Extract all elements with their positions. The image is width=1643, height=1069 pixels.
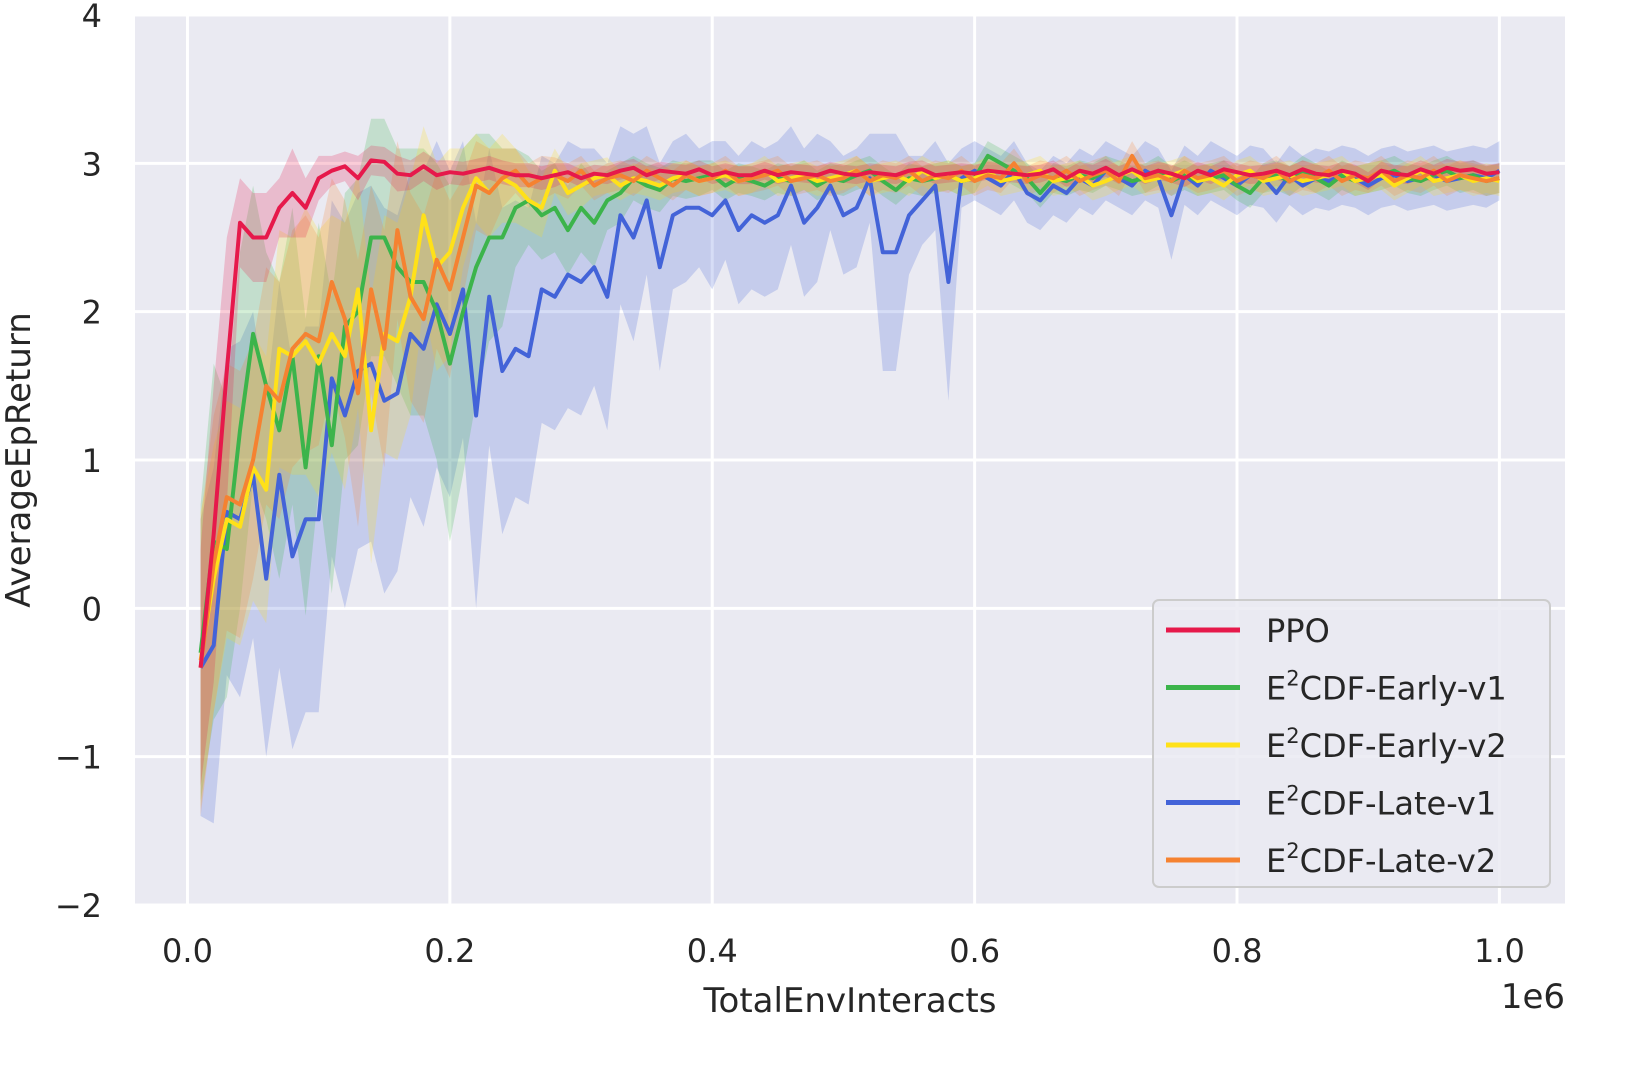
y-tick-labels: −2 −1 0 1 2 3 4 — [55, 0, 102, 925]
confidence-band — [200, 141, 1500, 817]
legend-label: PPO — [1266, 612, 1330, 650]
x-tick-label: 0.0 — [162, 932, 213, 970]
y-tick-label: −2 — [55, 887, 102, 925]
x-tick-label: 0.2 — [424, 932, 475, 970]
legend-label: E2CDF-Late-v2 — [1266, 839, 1496, 880]
legend: PPO E2CDF-Early-v1 E2CDF-Early-v2 E2CDF-Lat… — [1152, 599, 1551, 888]
x-tick-label: 0.8 — [1212, 932, 1263, 970]
y-tick-label: 4 — [82, 0, 102, 35]
confidence-band — [200, 126, 1500, 824]
legend-label: E2CDF-Early-v1 — [1266, 667, 1507, 708]
series-line — [198, 158, 1500, 668]
legend-label: E2CDF-Late-v1 — [1266, 782, 1496, 823]
y-tick-label: −1 — [55, 739, 102, 777]
y-axis-label: AverageEpReturn — [0, 312, 39, 608]
y-tick-label: 2 — [82, 294, 102, 332]
x-tick-labels: 0.0 0.2 0.4 0.6 0.8 1.0 — [162, 932, 1525, 970]
x-tick-label: 0.4 — [687, 932, 738, 970]
y-tick-label: 3 — [82, 145, 102, 183]
series-line — [198, 168, 1501, 669]
x-offset-label: 1e6 — [1501, 977, 1565, 1017]
legend-label: E2CDF-Early-v2 — [1266, 724, 1507, 765]
y-tick-label: 1 — [82, 442, 102, 480]
legend-box — [1152, 599, 1551, 888]
grid-lines — [135, 13, 1565, 907]
y-tick-label: 0 — [82, 590, 102, 628]
x-axis-label: TotalEnvInteracts — [703, 981, 997, 1021]
x-tick-label: 0.6 — [949, 932, 1000, 970]
series-lines — [198, 153, 1501, 669]
x-tick-label: 1.0 — [1474, 932, 1525, 970]
